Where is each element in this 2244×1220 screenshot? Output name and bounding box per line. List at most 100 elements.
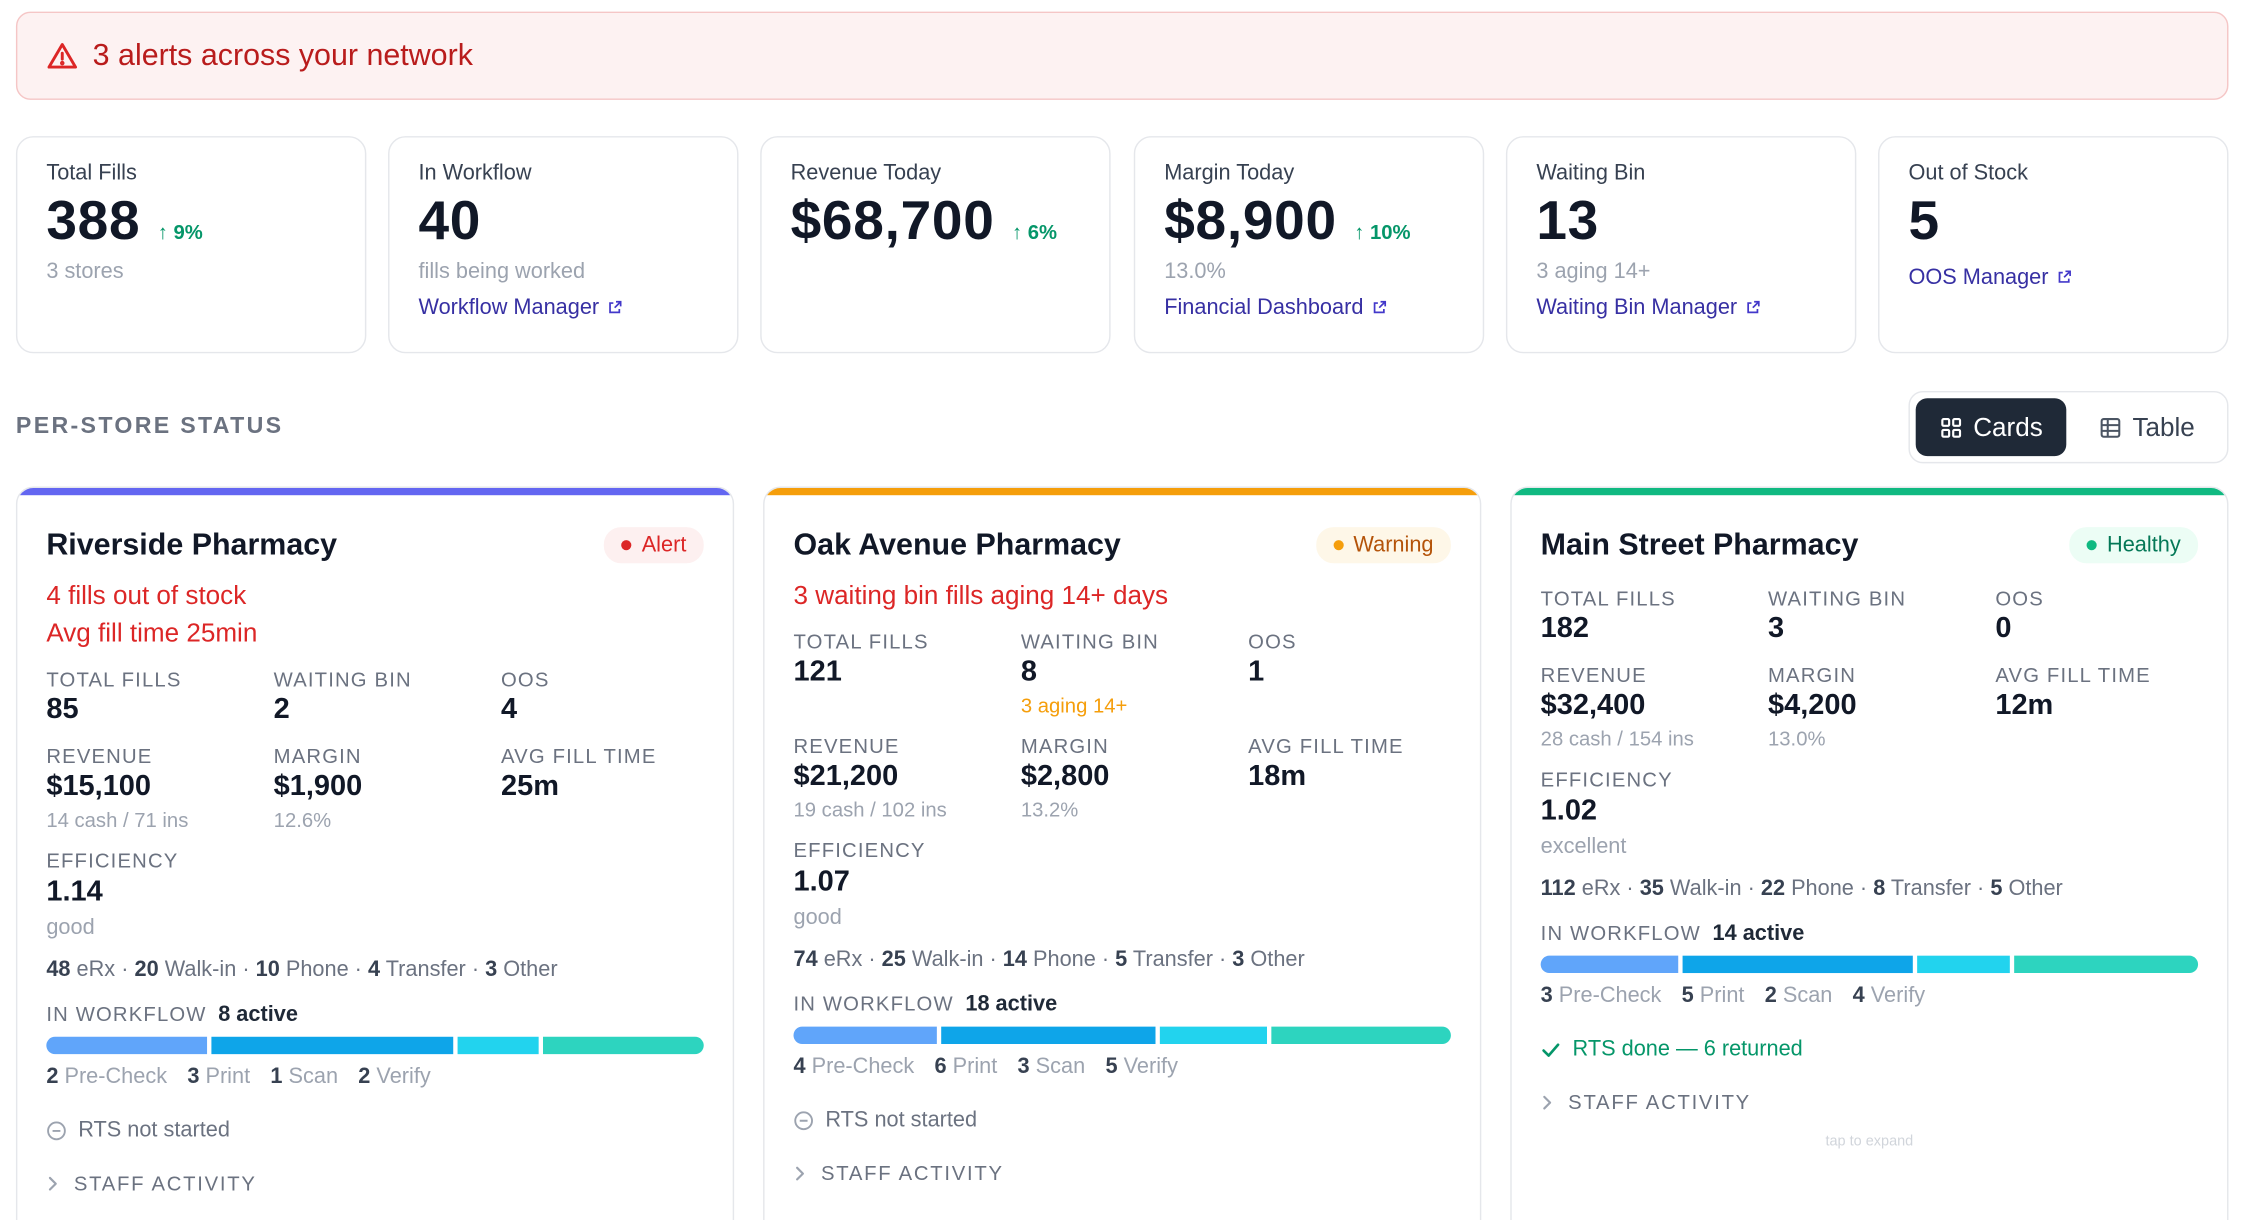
kpi-value: 5 (1908, 191, 1940, 252)
kpi-subtext: 3 stores (46, 259, 124, 284)
metric-label: MARGIN (1768, 663, 1857, 687)
kpi-link[interactable]: OOS Manager (1908, 265, 2071, 290)
metric-waiting-bin: WAITING BIN 2 (274, 668, 501, 727)
source-count: 4 (367, 957, 381, 982)
metric-value: $32,400 (1540, 689, 1646, 722)
metric-note: 19 cash / 102 ins (793, 797, 947, 822)
check-icon (1542, 1042, 1560, 1057)
source-count: 14 (1002, 946, 1027, 972)
source-count: 3 (485, 957, 498, 982)
workflow-progress-bar (793, 1026, 1451, 1045)
efficiency-value: 1.14 (46, 876, 103, 908)
metric-value: 12m (1995, 689, 2054, 722)
kpi-link-label: Waiting Bin Manager (1536, 295, 1738, 321)
source-label: Transfer (385, 957, 466, 982)
efficiency-block: EFFICIENCY 1.14 good (46, 849, 703, 940)
store-card[interactable]: Oak Avenue Pharmacy Warning 3 waiting bin … (763, 486, 1482, 1220)
warning-triangle-icon (47, 42, 77, 68)
grid-icon (1940, 417, 1961, 438)
source-label: Other (2008, 876, 2063, 901)
metric-label: REVENUE (793, 734, 900, 758)
metric-revenue: REVENUE $21,200 19 cash / 102 ins (794, 734, 1021, 821)
stage-count: 3 (1540, 983, 1553, 1008)
rts-status: RTS not started (46, 1118, 703, 1142)
metric-label: REVENUE (46, 744, 153, 768)
metric-note: 28 cash / 154 ins (1540, 726, 1694, 751)
efficiency-note: good (46, 915, 95, 940)
metric-total-fills: TOTAL FILLS 182 (1541, 586, 1768, 645)
source-label: Phone (285, 957, 349, 982)
external-link-icon (1373, 300, 1386, 314)
kpi-value: $68,700 (790, 191, 995, 252)
metric-value: 2 (273, 693, 290, 726)
stage-label: Print (205, 1064, 251, 1089)
store-card[interactable]: Main Street Pharmacy Healthy TOTAL FILLS 18… (1510, 486, 2229, 1220)
source-label: Walk-in (911, 946, 984, 972)
kpi-label: Total Fills (46, 160, 137, 186)
stage-label: Pre-Check (1558, 983, 1662, 1008)
source-count: 5 (1115, 946, 1128, 972)
source-count: 8 (1873, 876, 1886, 901)
workflow-progress-bar (46, 1036, 704, 1055)
staff-activity-label: STAFF ACTIVITY (821, 1161, 1004, 1185)
workflow-label: IN WORKFLOW (793, 991, 954, 1016)
efficiency-label: EFFICIENCY (1540, 767, 1673, 791)
stage-count: 5 (1105, 1054, 1118, 1079)
kpi-link[interactable]: Workflow Manager (418, 295, 622, 320)
external-link-icon (2058, 270, 2071, 283)
source-label: Phone (1791, 876, 1854, 901)
metric-note: 13.2% (1020, 797, 1079, 822)
stage-label: Scan (288, 1064, 339, 1089)
stage-count: 3 (187, 1064, 200, 1089)
efficiency-value: 1.07 (793, 865, 850, 898)
metric-avg-fill-time: AVG FILL TIME 12m (1995, 663, 2212, 750)
stage-count: 3 (1017, 1054, 1030, 1079)
metric-total-fills: TOTAL FILLS 121 (794, 630, 1021, 717)
view-toggle: Cards Table (1908, 390, 2229, 464)
source-count: 48 (46, 957, 71, 982)
source-count: 35 (1639, 876, 1664, 901)
metric-avg-fill-time: AVG FILL TIME 18m (1248, 734, 1465, 821)
kpi-value: 40 (418, 191, 482, 252)
kpi-link[interactable]: Financial Dashboard (1164, 295, 1386, 320)
stage-label: Pre-Check (811, 1054, 915, 1079)
staff-activity-toggle[interactable]: STAFF ACTIVITY (46, 1171, 703, 1195)
stage-item: 2 Verify (358, 1064, 430, 1089)
metric-margin: MARGIN $2,800 13.2% (1021, 734, 1248, 821)
metric-label: TOTAL FILLS (793, 629, 929, 654)
kpi-link[interactable]: Waiting Bin Manager (1536, 295, 1760, 320)
stage-item: 3 Scan (1018, 1054, 1086, 1079)
metric-value: 1 (1248, 655, 1265, 688)
source-count: 25 (881, 946, 906, 972)
workflow-segment (1683, 955, 1914, 974)
alert-banner[interactable]: 3 alerts across your network (15, 11, 2229, 100)
workflow-segment (793, 1026, 937, 1045)
metric-oos: OOS 0 (1995, 586, 2212, 645)
metric-note: 3 aging 14+ (1020, 693, 1128, 717)
status-badge: Warning (1315, 527, 1451, 564)
staff-activity-toggle[interactable]: STAFF ACTIVITY (794, 1161, 1451, 1184)
stage-count: 2 (358, 1064, 371, 1089)
kpi-label: Margin Today (1164, 160, 1295, 186)
table-icon (2100, 417, 2120, 438)
stage-item: 4 Pre-Check (794, 1054, 915, 1079)
workflow-stages: 3 Pre-Check 5 Print 2 Scan 4 Verify (1541, 983, 2198, 1008)
stage-label: Print (952, 1054, 998, 1079)
fill-sources: 74 eRx · 25 Walk-in · 14 Phone · 5 Trans… (793, 946, 1305, 972)
stage-item: 1 Scan (270, 1064, 338, 1089)
metric-total-fills: TOTAL FILLS 85 (46, 668, 273, 727)
source-label: Other (503, 957, 558, 982)
staff-activity-toggle[interactable]: STAFF ACTIVITY (1541, 1090, 2198, 1114)
cards-view-button[interactable]: Cards (1915, 398, 2067, 457)
metric-label: WAITING BIN (273, 667, 412, 691)
table-view-button[interactable]: Table (2073, 398, 2221, 456)
workflow-segment (1160, 1026, 1268, 1045)
stage-count: 2 (1764, 983, 1777, 1008)
stage-label: Verify (376, 1064, 431, 1089)
kpi-link-label: Financial Dashboard (1164, 295, 1364, 321)
source-label: Walk-in (164, 957, 237, 982)
workflow-segment (2013, 955, 2199, 974)
efficiency-note: good (793, 905, 842, 930)
stage-item: 6 Print (935, 1054, 998, 1079)
store-card[interactable]: Riverside Pharmacy Alert 4 fills out of st… (15, 486, 735, 1220)
